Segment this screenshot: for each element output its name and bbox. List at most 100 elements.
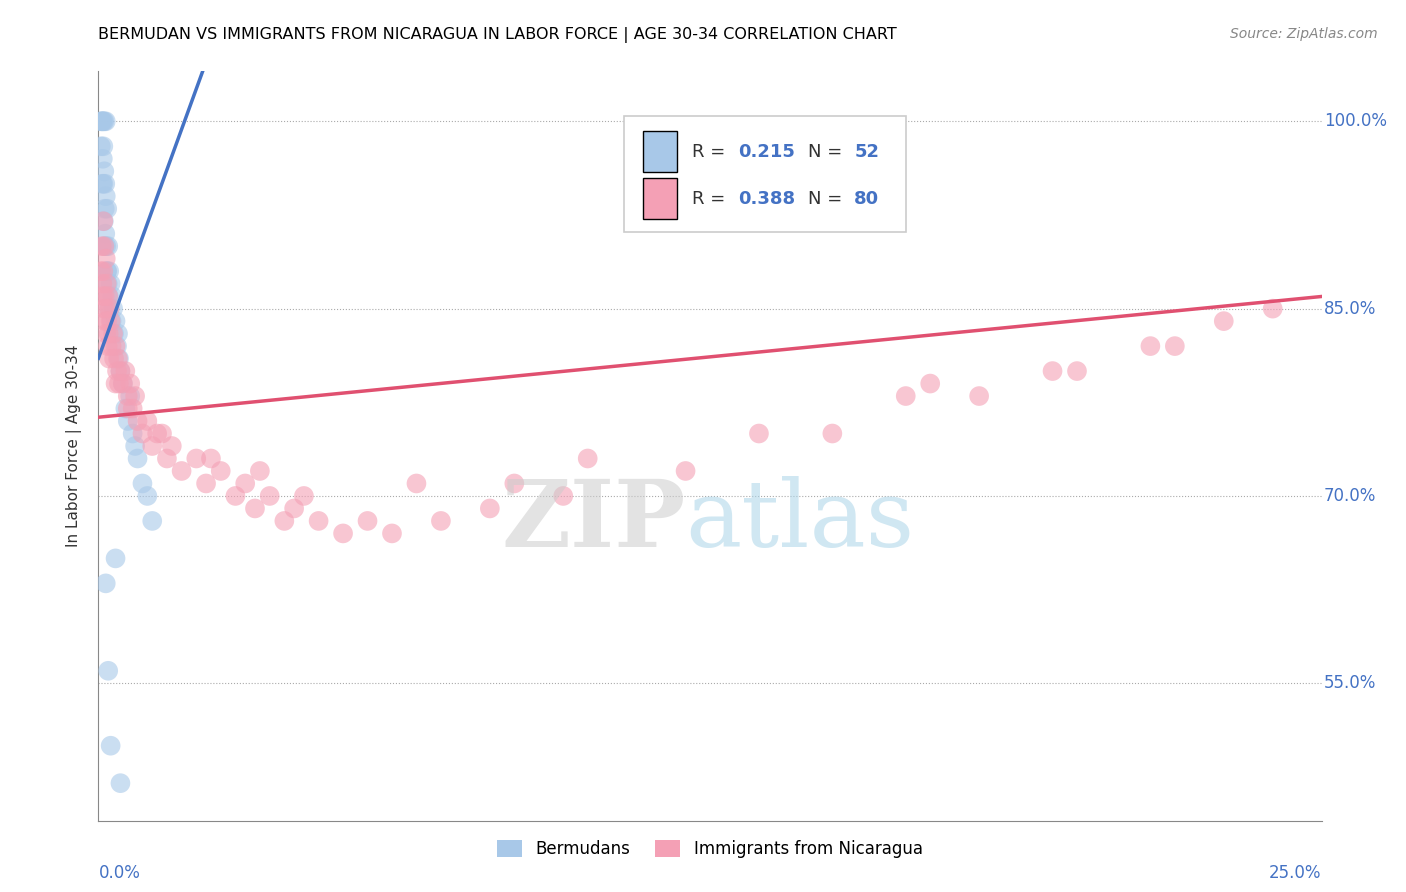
Text: 0.388: 0.388 <box>738 190 796 208</box>
Point <box>127 451 149 466</box>
Y-axis label: In Labor Force | Age 30-34: In Labor Force | Age 30-34 <box>66 344 83 548</box>
Point <box>503 476 526 491</box>
Point <box>1139 339 1161 353</box>
Point <box>97 289 120 303</box>
Point <box>209 464 232 478</box>
Point <box>97 326 120 341</box>
Point <box>243 501 266 516</box>
Text: 52: 52 <box>855 143 879 161</box>
Point <box>124 439 146 453</box>
Point <box>105 364 128 378</box>
Point <box>821 426 844 441</box>
Point <box>110 776 132 790</box>
Point <box>96 277 118 291</box>
Point <box>94 289 117 303</box>
Point <box>100 739 122 753</box>
Point <box>96 326 118 341</box>
Point <box>150 426 173 441</box>
Point <box>94 301 117 316</box>
Point <box>98 301 121 316</box>
Point <box>141 439 163 453</box>
Point <box>121 426 143 441</box>
Point <box>156 451 179 466</box>
Point <box>90 114 112 128</box>
Point <box>292 489 315 503</box>
Point <box>90 239 112 253</box>
Point <box>146 426 169 441</box>
Point <box>91 139 114 153</box>
Point <box>91 114 114 128</box>
Point <box>103 326 125 341</box>
Point <box>97 289 120 303</box>
Point <box>131 426 153 441</box>
Point <box>127 414 149 428</box>
FancyBboxPatch shape <box>643 131 678 172</box>
Text: BERMUDAN VS IMMIGRANTS FROM NICARAGUA IN LABOR FORCE | AGE 30-34 CORRELATION CHA: BERMUDAN VS IMMIGRANTS FROM NICARAGUA IN… <box>98 27 897 43</box>
Point <box>110 364 132 378</box>
Point <box>100 314 122 328</box>
Point <box>332 526 354 541</box>
Point <box>97 277 120 291</box>
Point <box>195 476 218 491</box>
Point <box>1042 364 1064 378</box>
Point <box>200 451 222 466</box>
Point <box>96 202 118 216</box>
Point <box>97 339 120 353</box>
FancyBboxPatch shape <box>624 116 905 233</box>
Text: 80: 80 <box>855 190 880 208</box>
Point <box>97 239 120 253</box>
Point <box>141 514 163 528</box>
Point <box>91 264 114 278</box>
Point <box>91 177 114 191</box>
Point <box>114 401 136 416</box>
Point <box>91 214 114 228</box>
Point <box>91 177 114 191</box>
Point <box>100 339 122 353</box>
Text: 25.0%: 25.0% <box>1270 864 1322 882</box>
Text: 85.0%: 85.0% <box>1324 300 1376 318</box>
Text: Source: ZipAtlas.com: Source: ZipAtlas.com <box>1230 27 1378 41</box>
Point <box>93 301 115 316</box>
Point <box>97 664 120 678</box>
Text: N =: N = <box>808 190 848 208</box>
Point <box>91 152 114 166</box>
Point <box>108 376 131 391</box>
Point <box>131 476 153 491</box>
Point <box>98 301 121 316</box>
Point <box>96 239 118 253</box>
Text: 70.0%: 70.0% <box>1324 487 1376 505</box>
Point <box>98 351 121 366</box>
Point <box>120 376 142 391</box>
Point <box>111 376 134 391</box>
Point <box>308 514 330 528</box>
Text: 100.0%: 100.0% <box>1324 112 1388 130</box>
Point <box>101 301 124 316</box>
Point <box>233 476 256 491</box>
Point <box>1212 314 1234 328</box>
Point <box>1164 339 1187 353</box>
Point <box>101 326 124 341</box>
Point <box>381 526 404 541</box>
Point <box>94 202 117 216</box>
Point <box>120 389 142 403</box>
Point <box>101 289 124 303</box>
Point <box>121 401 143 416</box>
Point <box>90 114 112 128</box>
Point <box>405 476 427 491</box>
Point <box>94 314 117 328</box>
Point <box>117 401 139 416</box>
Point <box>160 439 183 453</box>
Point <box>553 489 575 503</box>
Text: ZIP: ZIP <box>502 476 686 566</box>
Point <box>93 164 115 178</box>
Point <box>93 239 115 253</box>
Point <box>356 514 378 528</box>
Point <box>93 214 115 228</box>
Point <box>94 189 117 203</box>
Point <box>90 264 112 278</box>
FancyBboxPatch shape <box>643 178 678 219</box>
Point <box>104 339 127 353</box>
Point <box>114 364 136 378</box>
Point <box>107 326 129 341</box>
Point <box>108 351 131 366</box>
